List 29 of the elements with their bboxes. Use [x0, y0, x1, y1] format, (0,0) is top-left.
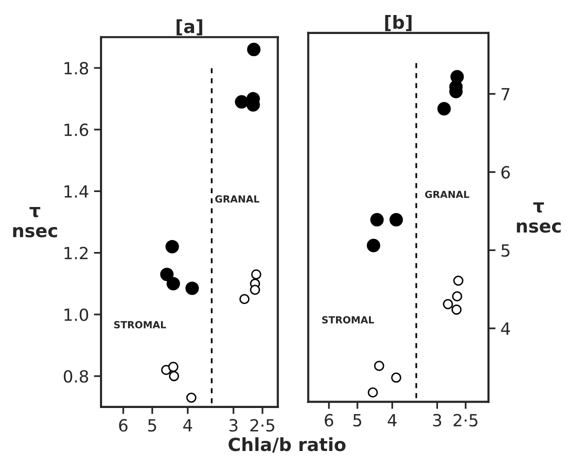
y-tick-label: 5	[502, 244, 510, 257]
y-tick-label: 1.2	[64, 246, 88, 260]
chart-title: [b]	[385, 15, 412, 32]
y-tick-label: 4	[501, 322, 510, 335]
x-tick-label: 6	[324, 414, 334, 427]
annotation: STROMAL	[114, 321, 166, 328]
y-axis-title: τ nsec	[516, 202, 561, 233]
y-tick-label: 1.6	[64, 124, 88, 136]
y-tick-label: 1.0	[64, 308, 88, 322]
x-tick-label: 6	[119, 419, 128, 432]
annotation: GRANAL	[425, 190, 470, 198]
x-tick-label: 4	[183, 419, 192, 432]
annotation: GRANAL	[215, 195, 260, 203]
y-tick-label: 6	[501, 166, 510, 179]
y-tick-label: 1.4	[64, 185, 88, 198]
x-tick-label: 4	[388, 414, 397, 426]
y-axis-title: τ nsec	[13, 207, 58, 238]
annotation: STROMAL	[322, 316, 374, 324]
chart-title: [a]	[176, 19, 202, 36]
x-tick-label: 3	[229, 419, 238, 432]
y-tick-label: 0.8	[64, 370, 88, 383]
x-tick-label: 5	[353, 414, 362, 427]
x-tick-label: 5	[148, 419, 156, 432]
y-tick-label: 1.8	[64, 62, 88, 75]
y-tick-label: 7	[502, 88, 510, 100]
x-tick-label: 2·5	[250, 419, 274, 432]
x-axis-title: Chla/b ratio	[228, 437, 346, 453]
x-tick-label: 2·5	[454, 414, 478, 427]
x-tick-label: 3	[433, 414, 442, 427]
